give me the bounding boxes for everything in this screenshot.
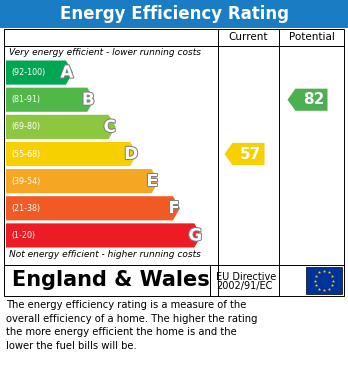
Polygon shape: [224, 143, 264, 165]
Text: 57: 57: [240, 147, 261, 161]
Text: The energy efficiency rating is a measure of the
overall efficiency of a home. T: The energy efficiency rating is a measur…: [6, 300, 258, 351]
Text: Current: Current: [229, 32, 268, 43]
Bar: [0, 0, 348, 28]
Text: A: A: [61, 64, 73, 82]
Text: EU Directive: EU Directive: [216, 271, 276, 282]
Text: G: G: [189, 226, 202, 244]
Polygon shape: [287, 89, 327, 111]
Text: (69-80): (69-80): [11, 122, 40, 131]
Text: Not energy efficient - higher running costs: Not energy efficient - higher running co…: [9, 250, 201, 259]
Text: D: D: [124, 145, 138, 163]
Polygon shape: [6, 88, 94, 112]
Text: England & Wales: England & Wales: [12, 271, 210, 291]
Text: F: F: [168, 199, 180, 217]
Text: Very energy efficient - lower running costs: Very energy efficient - lower running co…: [9, 48, 201, 57]
Text: Energy Efficiency Rating: Energy Efficiency Rating: [60, 5, 288, 23]
Polygon shape: [6, 61, 73, 84]
Text: (39-54): (39-54): [11, 177, 40, 186]
Text: Potential: Potential: [288, 32, 334, 43]
Text: C: C: [104, 118, 116, 136]
Text: E: E: [147, 172, 158, 190]
Bar: [4, 29, 344, 296]
Polygon shape: [6, 115, 116, 139]
Bar: [306, 267, 342, 294]
Text: (92-100): (92-100): [11, 68, 45, 77]
Polygon shape: [6, 142, 137, 166]
Text: B: B: [82, 91, 95, 109]
Text: 2002/91/EC: 2002/91/EC: [216, 280, 272, 291]
Polygon shape: [6, 223, 201, 248]
Polygon shape: [6, 196, 180, 221]
Text: (55-68): (55-68): [11, 149, 40, 158]
Text: (1-20): (1-20): [11, 231, 35, 240]
Polygon shape: [6, 169, 159, 193]
Text: (21-38): (21-38): [11, 204, 40, 213]
Text: 82: 82: [303, 92, 324, 107]
Text: (81-91): (81-91): [11, 95, 40, 104]
